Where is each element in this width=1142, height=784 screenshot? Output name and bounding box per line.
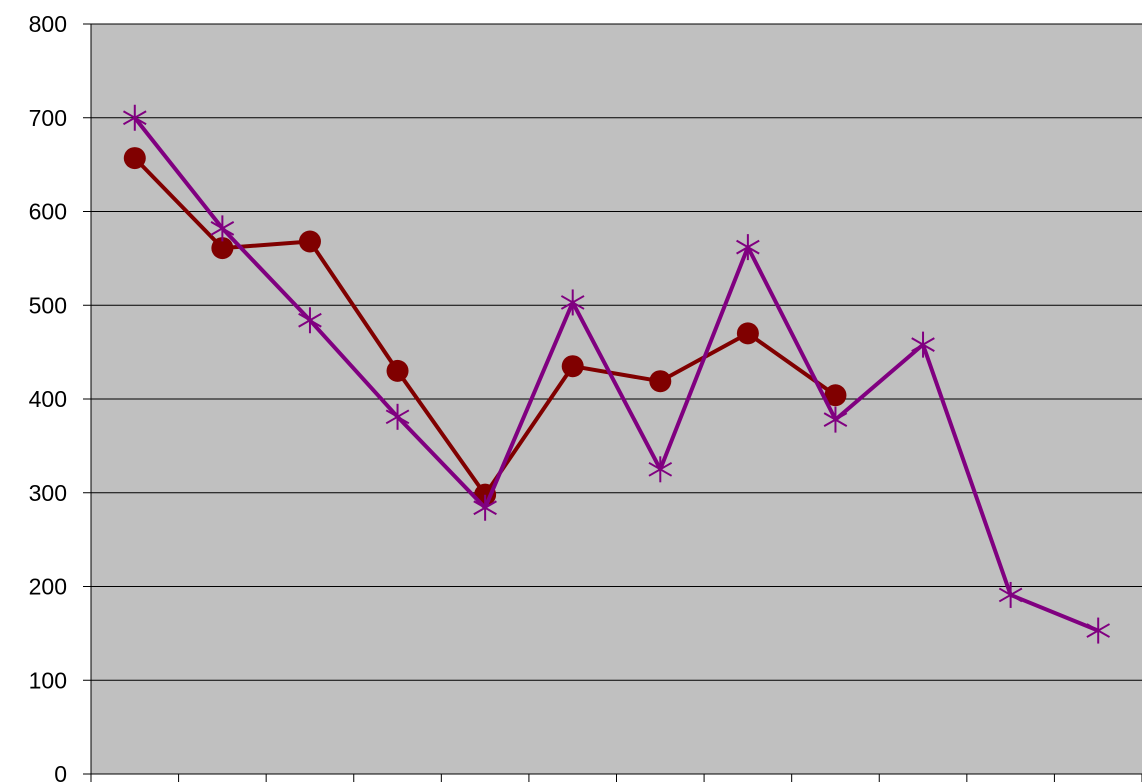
y-axis-tick-labels: 0 100 200 300 400 500 600 700 800 xyxy=(29,11,67,784)
asterisk-stroke xyxy=(1086,623,1111,638)
data-point-asterisk xyxy=(736,234,760,261)
y-tick-label: 600 xyxy=(29,199,67,225)
data-point-asterisk xyxy=(122,104,147,131)
data-point-circle xyxy=(736,322,759,345)
data-point-asterisk xyxy=(823,406,848,433)
data-point-circle xyxy=(561,355,584,378)
asterisk-stroke xyxy=(998,587,1023,603)
y-tick-label: 200 xyxy=(29,574,67,600)
asterisk-stroke xyxy=(210,221,235,236)
asterisk-stroke xyxy=(911,337,935,352)
y-tick-label: 100 xyxy=(29,667,67,693)
axes xyxy=(83,23,1142,782)
series-2 xyxy=(122,104,1111,644)
data-point-asterisk xyxy=(998,581,1023,608)
data-point-asterisk xyxy=(911,331,935,358)
asterisk-stroke xyxy=(648,461,673,477)
y-tick-label: 400 xyxy=(29,386,67,412)
data-point-asterisk xyxy=(473,494,497,521)
asterisk-stroke xyxy=(823,412,848,427)
y-tick-label: 0 xyxy=(54,761,67,784)
data-point-asterisk xyxy=(1086,617,1111,644)
gridlines xyxy=(91,23,1142,681)
asterisk-stroke xyxy=(736,239,760,255)
data-point-asterisk xyxy=(648,456,673,483)
data-point-asterisk xyxy=(560,289,585,316)
data-point-circle xyxy=(298,230,321,253)
data-point-circle xyxy=(649,370,672,393)
y-tick-label: 800 xyxy=(29,11,67,37)
y-tick-label: 700 xyxy=(29,105,67,131)
data-point-circle xyxy=(211,237,234,260)
y-tick-label: 500 xyxy=(29,292,67,318)
asterisk-stroke xyxy=(122,110,147,126)
series-2-line xyxy=(133,116,1099,633)
data-point-circle xyxy=(123,147,146,170)
series-layer xyxy=(122,104,1111,644)
y-tick-label: 300 xyxy=(29,480,67,506)
data-point-circle xyxy=(386,359,409,382)
asterisk-stroke xyxy=(560,295,585,310)
data-point-asterisk xyxy=(210,215,235,242)
data-point-asterisk xyxy=(298,307,322,334)
series-1 xyxy=(123,147,847,506)
data-point-asterisk xyxy=(385,403,410,430)
asterisk-stroke xyxy=(385,409,410,425)
asterisk-stroke xyxy=(473,500,497,516)
asterisk-stroke xyxy=(298,312,322,328)
data-point-circle xyxy=(824,384,847,407)
